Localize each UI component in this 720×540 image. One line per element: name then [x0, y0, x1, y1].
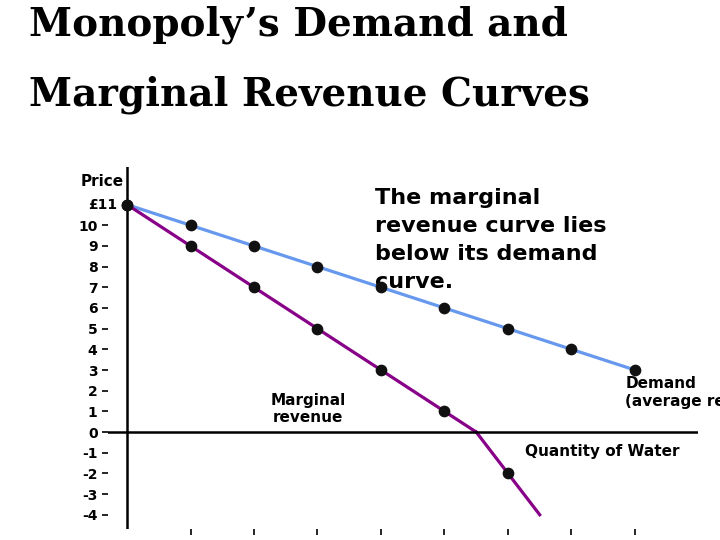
Text: Marginal
revenue: Marginal revenue	[270, 393, 346, 425]
Point	[375, 366, 387, 374]
Point	[248, 241, 260, 250]
Text: £11: £11	[89, 198, 117, 212]
Text: The marginal
revenue curve lies
below its demand
curve.: The marginal revenue curve lies below it…	[374, 188, 606, 292]
Point	[121, 200, 132, 209]
Point	[185, 241, 197, 250]
Point	[438, 303, 450, 312]
Point	[312, 325, 323, 333]
Point	[248, 283, 260, 292]
Point	[312, 262, 323, 271]
Point	[566, 345, 577, 354]
Point	[121, 200, 132, 209]
Point	[375, 283, 387, 292]
Point	[438, 407, 450, 416]
Text: Marginal Revenue Curves: Marginal Revenue Curves	[29, 76, 590, 114]
Text: Price: Price	[81, 173, 124, 188]
Text: Quantity of Water: Quantity of Water	[525, 444, 680, 460]
Point	[185, 221, 197, 230]
Point	[502, 469, 513, 478]
Point	[629, 366, 641, 374]
Text: Monopoly’s Demand and: Monopoly’s Demand and	[29, 5, 567, 44]
Point	[502, 325, 513, 333]
Text: Demand
(average revenue): Demand (average revenue)	[626, 376, 720, 409]
